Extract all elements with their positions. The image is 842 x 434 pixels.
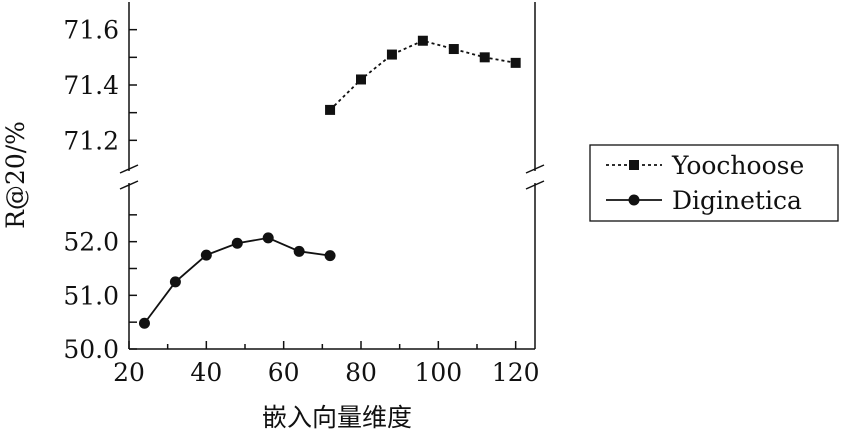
plot-frame <box>119 2 545 350</box>
y-tick-label: 51.0 <box>63 281 119 310</box>
data-point-diginetica <box>231 237 243 249</box>
legend-box <box>589 144 839 222</box>
data-point-yoochoose <box>386 49 397 60</box>
x-tick-label: 40 <box>190 358 222 387</box>
legend: Yoochoose Diginetica <box>589 144 839 222</box>
data-point-diginetica <box>293 245 305 257</box>
x-tick-label: 60 <box>268 358 300 387</box>
axis-break-mark <box>119 164 139 174</box>
axis-break-mark <box>119 180 139 190</box>
data-point-yoochoose <box>510 57 521 68</box>
data-point-yoochoose <box>448 44 459 55</box>
axis-break-mark <box>525 180 545 190</box>
legend-label-diginetica: Diginetica <box>672 186 802 215</box>
data-point-diginetica <box>200 249 212 261</box>
legend-marker-yoochoose <box>629 160 639 170</box>
y-tick-label: 50.0 <box>63 335 119 364</box>
data-point-diginetica <box>262 232 274 244</box>
y-tick-label: 71.6 <box>63 16 119 45</box>
series-layer <box>138 35 521 329</box>
x-tick-label: 80 <box>345 358 377 387</box>
legend-label-yoochoose: Yoochoose <box>671 151 804 180</box>
data-point-yoochoose <box>356 74 366 85</box>
legend-marker-diginetica <box>628 194 640 206</box>
x-tick-label: 100 <box>414 358 462 387</box>
data-point-diginetica <box>324 250 336 262</box>
y-tick-label: 71.2 <box>63 126 119 155</box>
axis-tick-labels: 71.2 71.4 71.6 50.0 51.0 52.0 20 40 60 80 100 120 <box>63 16 539 387</box>
data-point-yoochoose <box>479 52 490 63</box>
data-point-diginetica <box>169 276 181 288</box>
x-tick-label: 20 <box>113 358 145 387</box>
y-tick-label: 71.4 <box>63 71 119 100</box>
data-point-yoochoose <box>325 104 336 115</box>
x-tick-label: 120 <box>492 358 540 387</box>
x-axis-title: 嵌入向量维度 <box>262 403 412 432</box>
axis-break-mark <box>525 164 545 174</box>
data-point-diginetica <box>138 317 150 329</box>
y-tick-label: 52.0 <box>63 228 119 257</box>
y-axis-title: R@20/% <box>1 121 30 229</box>
data-point-yoochoose <box>417 35 428 46</box>
axis-ticks <box>128 28 517 350</box>
